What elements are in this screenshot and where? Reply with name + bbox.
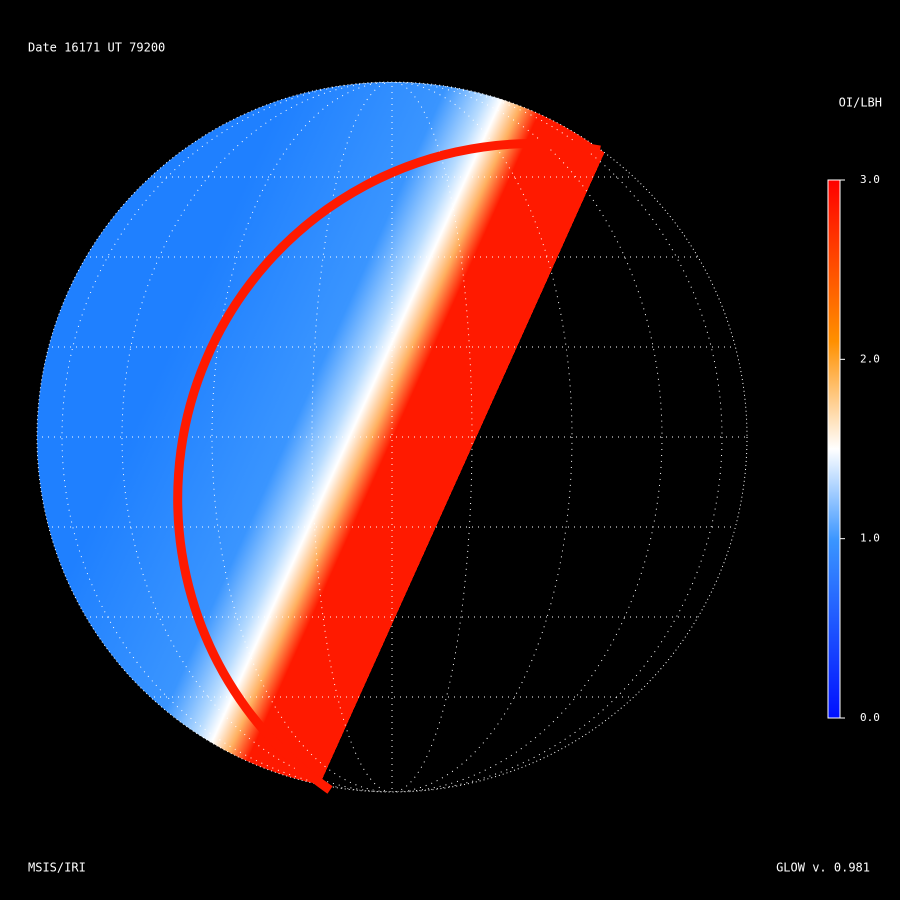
graticule <box>37 82 747 792</box>
emission-map <box>37 82 747 792</box>
colorbar-tick-label: 1.0 <box>860 532 880 545</box>
colorbar-tick-label: 2.0 <box>860 352 880 365</box>
colorbar-title: OI/LBH <box>839 96 882 110</box>
limb-brightening <box>173 139 601 794</box>
colorbar-tick-label: 3.0 <box>860 173 880 186</box>
globe-limb <box>36 81 748 793</box>
globe <box>37 82 747 792</box>
colorbar-tick-label: 0.0 <box>860 711 880 724</box>
colorbar-ticks: 0.0 1.0 2.0 3.0 <box>840 173 880 724</box>
footer-right: GLOW v. 0.981 <box>776 861 870 875</box>
colorbar <box>827 179 841 719</box>
footer-left: MSIS/IRI <box>28 861 86 875</box>
title: Date 16171 UT 79200 <box>28 41 165 55</box>
